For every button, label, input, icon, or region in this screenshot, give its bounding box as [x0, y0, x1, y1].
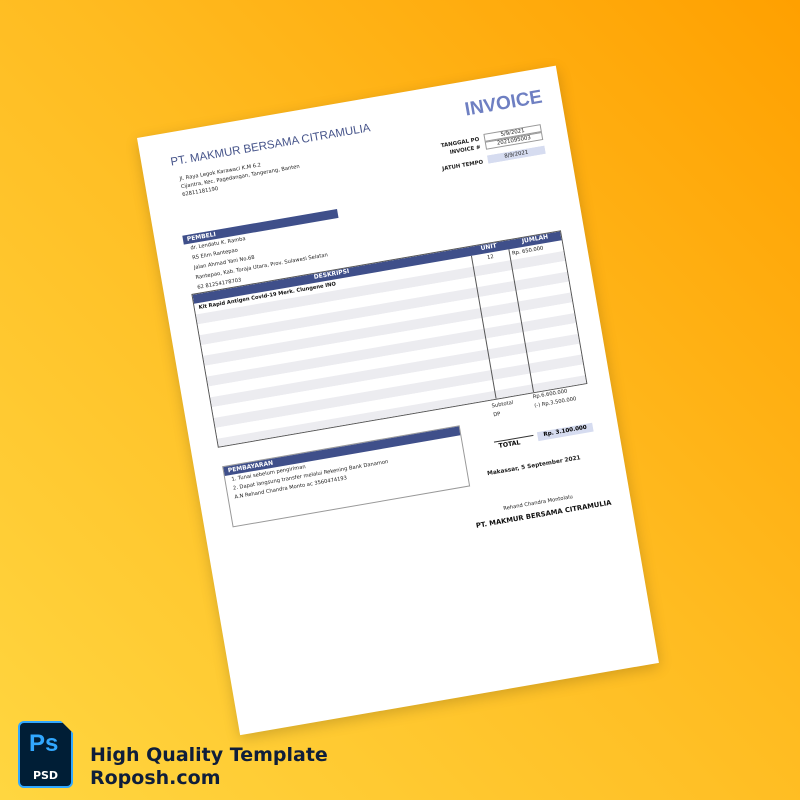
invoice-title: INVOICE [463, 86, 544, 121]
photoshop-psd-logo: Ps PSD [18, 721, 73, 788]
tagline-line1: High Quality Template [90, 744, 328, 766]
items-table: DESKRIPSI UNIT JUMLAH Kit Rapid Antigen … [191, 230, 588, 448]
buyer-header: PEMBELI [182, 208, 339, 245]
invoice-paper: PT. MAKMUR BERSAMA CITRAMULIA Jl. Raya L… [137, 65, 659, 736]
logo-ps-text: Ps [29, 730, 59, 757]
place-date: Makassar, 5 September 2021 [486, 455, 582, 478]
subtotal-label: Subtotal [491, 399, 514, 410]
jatuh-tempo-field: 8/9/2021 [487, 145, 546, 164]
company-name: PT. MAKMUR BERSAMA CITRAMULIA [169, 122, 372, 169]
jatuh-tempo-label: JATUH TEMPO [441, 159, 484, 173]
total-value: Rp. 3.100.000 [536, 422, 594, 442]
logo-psd-text: PSD [32, 769, 59, 782]
tagline-line2: Roposh.com [90, 767, 221, 789]
dp-label: DP [492, 411, 501, 419]
branding-tagline: High Quality Template Roposh.com [90, 744, 328, 790]
